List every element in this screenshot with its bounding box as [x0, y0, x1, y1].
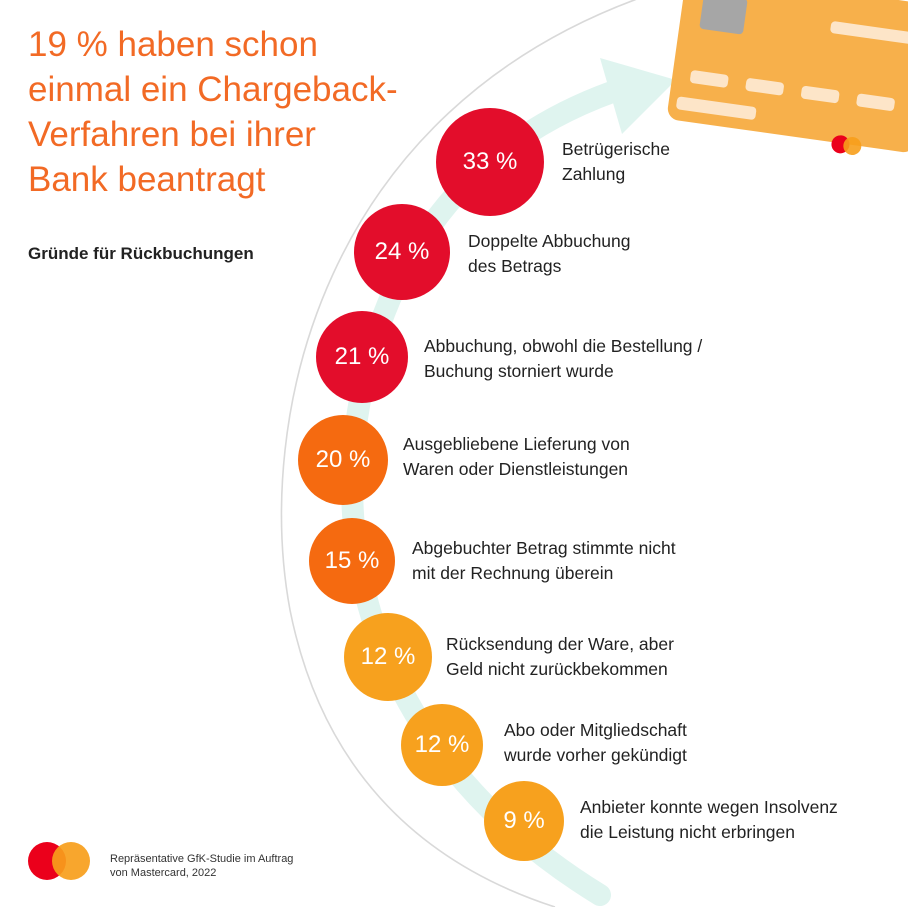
credit-card-icon [667, 0, 908, 155]
source-note: Repräsentative GfK-Studie im Auftrag von… [110, 852, 293, 880]
title-line: einmal ein Chargeback- [28, 70, 398, 109]
reason-label-line: Abgebuchter Betrag stimmte nicht [412, 538, 676, 558]
reason-label: Ausgebliebene Lieferung von Waren oder Di… [403, 432, 630, 482]
value-bubble: 12 % [401, 704, 483, 786]
reason-label: Abbuchung, obwohl die Bestellung / Buchun… [424, 334, 702, 384]
reason-label-line: Abbuchung, obwohl die Bestellung / [424, 336, 703, 356]
reason-label-line: die Leistung nicht erbringen [580, 822, 796, 842]
reason-label-line: Abo oder Mitgliedschaft [504, 720, 687, 740]
chart-subtitle: Gründe für Rückbuchungen [28, 244, 254, 263]
source-line: Repräsentative GfK-Studie im Auftrag [110, 853, 294, 865]
reason-label: Abo oder Mitgliedschaft wurde vorher gekü… [504, 718, 687, 768]
value-bubble: 15 % [309, 518, 395, 604]
outer-arc-line [280, 0, 638, 907]
reason-label-line: Betrügerische [562, 139, 670, 159]
reason-label-line: Anbieter konnte wegen Insolvenz [580, 797, 838, 817]
reason-label-line: Doppelte Abbuchung [468, 231, 631, 251]
mastercard-logo-icon [28, 842, 90, 880]
value-bubble: 24 % [354, 204, 450, 300]
value-bubble: 33 % [436, 108, 544, 216]
reason-label: Abgebuchter Betrag stimmte nicht mit der … [412, 536, 676, 586]
reason-label: Doppelte Abbuchung des Betrags [468, 229, 631, 279]
reason-label-line: Zahlung [562, 164, 626, 184]
reason-label-line: des Betrags [468, 256, 562, 276]
reason-label-line: Ausgebliebene Lieferung von [403, 434, 630, 454]
page-title: 19 % haben schon einmal ein Chargeback- … [28, 22, 468, 202]
reason-label-line: wurde vorher gekündigt [504, 745, 687, 765]
reason-label-line: Geld nicht zurückbekommen [446, 659, 668, 679]
reason-label: Anbieter konnte wegen Insolvenz die Leist… [580, 795, 838, 845]
title-line: Verfahren bei ihrer [28, 115, 316, 154]
source-line: von Mastercard, 2022 [110, 867, 217, 879]
value-bubble: 21 % [316, 311, 408, 403]
reason-label: Rücksendung der Ware, aber Geld nicht zur… [446, 632, 674, 682]
title-line: Bank beantragt [28, 160, 266, 199]
title-line: 19 % haben schon [28, 25, 318, 64]
reason-label-line: Buchung storniert wurde [424, 361, 614, 381]
reason-label-line: Rücksendung der Ware, aber [446, 634, 674, 654]
value-bubble: 9 % [484, 781, 564, 861]
reason-label: Betrügerische Zahlung [562, 137, 670, 187]
reason-label-line: Waren oder Dienstleistungen [403, 459, 629, 479]
reason-label-line: mit der Rechnung überein [412, 563, 614, 583]
value-bubble: 20 % [298, 415, 388, 505]
value-bubble: 12 % [344, 613, 432, 701]
